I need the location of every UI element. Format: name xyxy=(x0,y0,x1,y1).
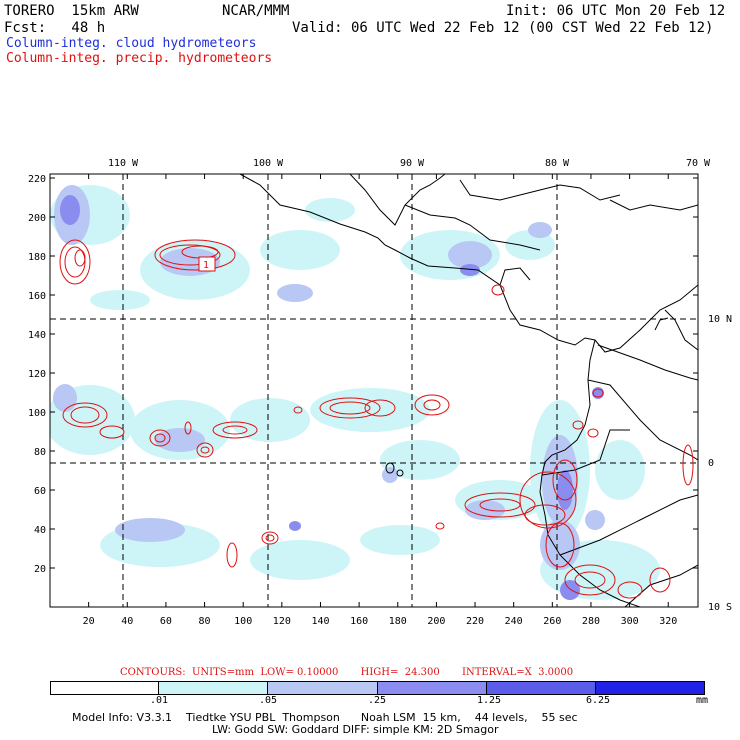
colorbar-units: mm xyxy=(696,695,709,706)
colorbar-swatch xyxy=(485,682,595,694)
y-tick-label: 80 xyxy=(34,447,46,458)
model-info: Model Info: V3.3.1 Tiedtke YSU PBL Thomp… xyxy=(72,712,578,736)
y-tick-label: 20 xyxy=(34,564,46,575)
colorbar-swatch xyxy=(594,682,705,694)
x-tick-label: 40 xyxy=(121,616,133,627)
colorbar xyxy=(50,681,705,695)
x-tick-label: 20 xyxy=(83,616,95,627)
y-tick-label: 40 xyxy=(34,525,46,536)
model-info-line2: LW: Godd SW: Goddard DIFF: simple KM: 2D… xyxy=(212,723,499,736)
x-tick-label: 220 xyxy=(466,616,484,627)
x-tick-label: 260 xyxy=(543,616,561,627)
x-tick-label: 280 xyxy=(582,616,600,627)
max-marker-label: 1 xyxy=(203,260,209,271)
latitude-labels: 10 N 0 10 S xyxy=(708,314,732,613)
latitude-label: 10 N xyxy=(708,314,732,325)
y-tick-label: 60 xyxy=(34,486,46,497)
y-tick-label: 140 xyxy=(28,330,46,341)
axis-ticks xyxy=(50,174,698,607)
valid-time: Valid: 06 UTC Wed 22 Feb 12 (00 CST Wed … xyxy=(292,20,714,36)
colorbar-label: 1.25 xyxy=(477,695,502,706)
x-tick-label: 60 xyxy=(160,616,172,627)
x-tick-label: 200 xyxy=(427,616,445,627)
x-tick-label: 320 xyxy=(659,616,677,627)
longitude-label: 70 W xyxy=(686,158,711,169)
center-title: NCAR/MMM xyxy=(222,3,290,19)
forecast-hour: Fcst: 48 h xyxy=(4,20,106,36)
colorbar-swatch xyxy=(158,682,268,694)
cloud-field-label: Column-integ. cloud hydrometeors xyxy=(6,36,257,51)
y-tick-label: 100 xyxy=(28,408,46,419)
longitude-label: 80 W xyxy=(545,158,570,169)
contour-caption: CONTOURS: UNITS=mm LOW= 0.10000 HIGH= 24… xyxy=(120,667,574,678)
longitude-label: 90 W xyxy=(400,158,425,169)
longitude-label: 110 W xyxy=(108,158,139,169)
colorbar-label: .01 xyxy=(150,695,169,706)
colorbar-swatch xyxy=(376,682,486,694)
x-tick-label: 240 xyxy=(505,616,523,627)
y-tick-label: 160 xyxy=(28,291,46,302)
y-tick-label: 120 xyxy=(28,369,46,380)
precip-contours xyxy=(59,239,694,599)
map-frame xyxy=(49,173,699,608)
y-tick-label: 200 xyxy=(28,213,46,224)
longitude-labels: 110 W 100 W 90 W 80 W 70 W xyxy=(108,158,711,169)
coastlines xyxy=(239,174,698,607)
precip-field-label: Column-integ. precip. hydrometeors xyxy=(6,51,273,66)
x-tick-label: 100 xyxy=(234,616,252,627)
max-marker-box xyxy=(198,256,216,272)
model-title: TORERO 15km ARW xyxy=(4,3,139,19)
colorbar-swatch xyxy=(267,682,377,694)
y-tick-label: 220 xyxy=(28,174,46,185)
model-info-line1: Model Info: V3.3.1 Tiedtke YSU PBL Thomp… xyxy=(72,711,578,724)
colorbar-label: 6.25 xyxy=(586,695,611,706)
y-tick-labels: 220 200 180 160 140 120 100 80 60 40 20 xyxy=(28,174,46,575)
x-tick-labels: 20 40 60 80 100 120 140 160 180 200 220 240 260 280 30… xyxy=(83,616,678,627)
x-tick-label: 80 xyxy=(199,616,211,627)
init-time: Init: 06 UTC Mon 20 Feb 12 xyxy=(506,3,726,19)
latitude-label: 10 S xyxy=(708,602,732,613)
x-tick-label: 140 xyxy=(311,616,329,627)
longitude-label: 100 W xyxy=(253,158,284,169)
y-tick-label: 180 xyxy=(28,252,46,263)
x-tick-label: 300 xyxy=(621,616,639,627)
colorbar-swatch xyxy=(51,682,159,694)
x-tick-label: 180 xyxy=(389,616,407,627)
colorbar-label: .05 xyxy=(259,695,278,706)
x-tick-label: 120 xyxy=(273,616,291,627)
colorbar-label: .25 xyxy=(368,695,387,706)
cloud-shading xyxy=(50,185,660,600)
x-tick-label: 160 xyxy=(350,616,368,627)
latitude-label: 0 xyxy=(708,458,714,469)
